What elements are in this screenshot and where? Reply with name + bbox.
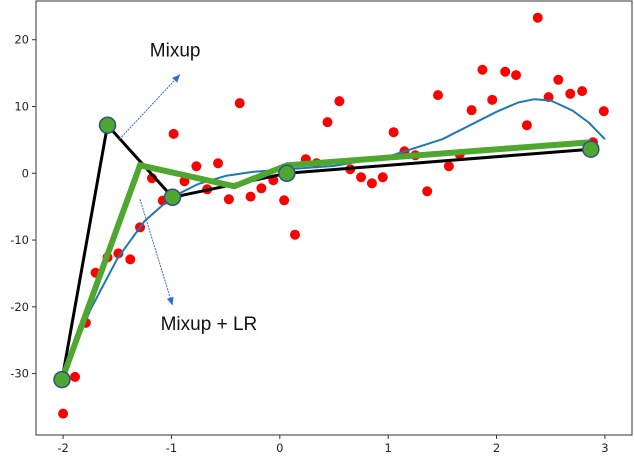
fit-curve-layer [62, 98, 606, 378]
data-point [477, 64, 488, 75]
data-point [113, 248, 124, 259]
data-point [322, 117, 333, 128]
data-point [58, 408, 69, 419]
node-marker [582, 140, 600, 158]
data-point [70, 371, 81, 382]
data-point [577, 86, 588, 97]
data-point [565, 88, 576, 99]
data-point [245, 191, 256, 202]
data-point [598, 106, 609, 117]
y-tick-label: 20 [14, 33, 29, 47]
data-point [377, 172, 388, 183]
arrow-line [139, 199, 174, 306]
annotation-layer: Mixup Mixup + LR [150, 40, 257, 335]
data-point [521, 120, 532, 131]
y-tick-label: -10 [10, 233, 29, 247]
x-axis: -2 -1 0 1 2 3 [57, 435, 609, 455]
data-point [223, 194, 234, 205]
node-marker [163, 188, 182, 207]
x-tick-label: 2 [493, 441, 500, 455]
y-axis: 20 10 0 -10 -20 -30 [10, 33, 36, 381]
x-tick-label: 0 [276, 441, 283, 455]
mixup-lr-line-layer [59, 139, 592, 381]
annotation-label: Mixup [150, 40, 201, 61]
data-point [234, 98, 245, 109]
data-point [213, 158, 224, 169]
node-marker [98, 116, 117, 134]
y-tick-label: -30 [10, 367, 29, 381]
annotation-label: Mixup + LR [161, 314, 258, 335]
fit-curve [62, 98, 606, 378]
data-point [433, 90, 444, 101]
data-point [125, 254, 136, 265]
data-point [366, 178, 377, 189]
data-point [334, 96, 345, 107]
data-point [553, 74, 564, 85]
data-point [443, 161, 454, 172]
arrowhead-icon [172, 74, 181, 83]
data-point [356, 172, 367, 183]
arrow-line [119, 74, 181, 140]
node-marker [53, 370, 71, 389]
node-marker [278, 164, 296, 183]
x-tick-label: 1 [385, 441, 392, 455]
data-point [388, 127, 399, 138]
data-point [168, 128, 179, 139]
data-point [500, 66, 511, 77]
data-points [58, 12, 609, 419]
y-tick-label: -20 [10, 300, 29, 314]
arrowhead-icon [166, 296, 174, 306]
data-point [487, 94, 498, 105]
mixup-lr-line [59, 139, 592, 381]
data-point [279, 195, 290, 206]
x-tick-label: -2 [57, 441, 68, 455]
x-tick-label: 3 [601, 441, 608, 455]
data-point [511, 70, 522, 81]
data-point [191, 161, 202, 172]
data-point [422, 186, 433, 197]
data-point [532, 12, 543, 23]
arrow-layer [119, 74, 181, 306]
data-point [256, 183, 267, 194]
y-tick-label: 10 [14, 99, 29, 113]
data-point [466, 105, 477, 116]
y-tick-label: 0 [22, 166, 29, 180]
x-tick-label: -1 [166, 441, 177, 455]
node-layer [53, 116, 600, 389]
plot-frame [35, 0, 633, 436]
data-point [289, 229, 300, 240]
